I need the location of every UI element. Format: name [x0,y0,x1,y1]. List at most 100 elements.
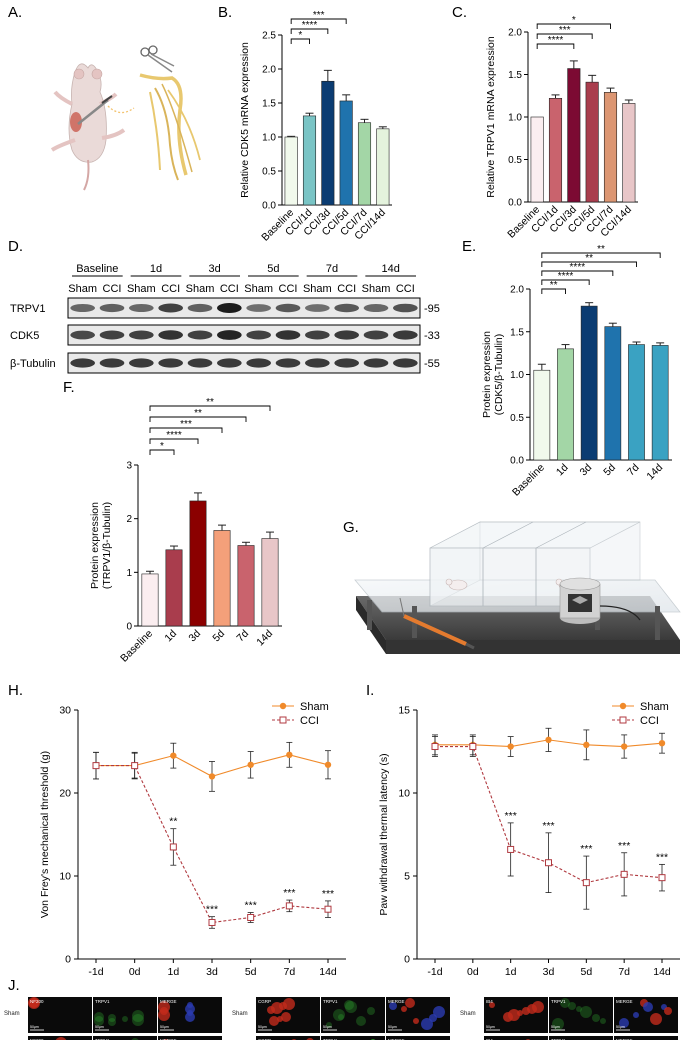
bar [603,92,618,203]
bar [622,103,636,203]
fluoro-cell [29,998,39,1008]
fluoro-channel-label: IB4 [486,1038,493,1040]
fluoro-channel-label: TRPV1 [323,999,338,1004]
significance-label: ** [550,280,558,291]
fluoro-panel [321,997,385,1033]
significance-bracket [536,43,575,49]
data-point-cci [582,879,590,887]
data-point-cci [620,870,628,878]
chart-I-thermal-latency: 0 5 10 15 -1d 0d 1d 3d 5d 7d 14d Paw withdrawal the… [378,701,680,978]
blot-band [187,303,213,313]
x-tick-label: 14d [653,966,671,978]
fluoro-cell [158,1001,170,1013]
x-tick-label: 5d [580,966,592,978]
bar [284,136,298,206]
y-tick-label: 0.0 [510,456,524,467]
fluoro-panel [614,1036,678,1040]
fluoro-cell [413,1018,419,1024]
significance-bracket [541,279,590,285]
fluoro-cell [552,1018,564,1030]
x-tick-label: 0d [467,966,479,978]
data-point-cci [545,859,552,867]
significance-bracket [290,38,310,44]
chart-F-trpv1-protein: 0 1 2 3 Protein expression (TRPV1/β-Tubulin) B… [89,397,282,665]
x-tick-label: 1d [554,462,571,479]
fluoro-cell [421,1018,433,1030]
blot-band [99,330,125,340]
fluoro-cell [132,1010,144,1022]
blot-lane-label: Sham [186,283,215,295]
data-point-sham [583,741,590,749]
significance-label: *** [313,10,325,21]
panel-label-I: I. [366,682,374,699]
x-tick-label: 0d [129,966,141,978]
significance-bracket [541,270,614,276]
panel-label-C: C. [452,4,467,21]
blot-kda-label: -95 [424,303,440,315]
panel-label-A: A. [8,4,22,21]
bar [357,122,372,206]
fluoro-cell [389,1002,397,1010]
fluoro-cell [560,998,570,1008]
y-tick-label: 2.0 [508,28,522,39]
x-tick-label: 1d [505,966,517,978]
fluoro-cell [532,1001,544,1013]
scale-bar-label: 50μm [616,1025,625,1029]
fluoro-cell [600,1018,606,1024]
fluoro-cell [650,1013,662,1025]
data-point-cci [431,743,439,751]
fluoro-panel [256,1036,320,1040]
bar [261,538,279,627]
fluoro-cell [345,1001,357,1013]
blot-band [334,330,359,340]
data-point-cci [131,762,139,770]
blot-kda-label: -55 [424,358,440,370]
fluoro-cell [356,1016,366,1026]
significance-label: *** [656,851,668,863]
bar [165,549,183,627]
scale-bar-label: 50μm [95,1025,104,1029]
blot-band [246,304,271,312]
scale-bar-label: 50μm [323,1025,332,1029]
blot-band [158,358,183,368]
x-tick-label: 1d [167,966,179,978]
x-tick-label: 7d [625,462,642,479]
significance-label: *** [580,843,592,855]
data-point-cci [285,902,293,910]
blot-band [70,304,95,312]
fluoro-channel-label: MERGE [616,1038,633,1040]
fluoro-cell [122,1016,128,1022]
x-tick-label: 7d [234,628,251,645]
legend-marker-cci [619,716,627,724]
fluoro-cell [367,1007,375,1015]
blot-lane-label: CCI [396,283,415,295]
bar [376,128,390,206]
x-tick-label: 14d [254,628,275,649]
significance-label: **** [548,35,564,46]
fluoro-channel-label: MERGE [616,999,633,1004]
y-tick-label: 3 [126,461,132,472]
significance-bracket [541,288,566,294]
data-point-sham [208,773,216,780]
y-tick-label: 0.5 [262,167,276,178]
fluoro-channel-label: TRPV1 [95,999,110,1004]
blot-band [363,304,389,312]
blot-lane-label: CCI [103,283,122,295]
y-tick-label: 0.0 [262,201,276,212]
significance-label: *** [283,887,295,899]
data-point-cci [247,914,255,921]
fluoro-cell [108,1014,116,1022]
blot-band [187,358,213,368]
blot-group-label: 7d [326,263,338,275]
scale-bar-label: 50μm [160,1025,169,1029]
panel-label-J: J. [8,977,20,994]
y-axis-label-2: (CDK5/β-Tubulin) [493,334,505,416]
blot-band [99,303,125,313]
fluoro-cell [55,1037,67,1040]
panel-label-D: D. [8,238,23,255]
bar [557,348,574,461]
legend-marker-cci [279,716,287,724]
scale-bar-label: 50μm [388,1025,397,1029]
significance-label: *** [559,25,571,36]
